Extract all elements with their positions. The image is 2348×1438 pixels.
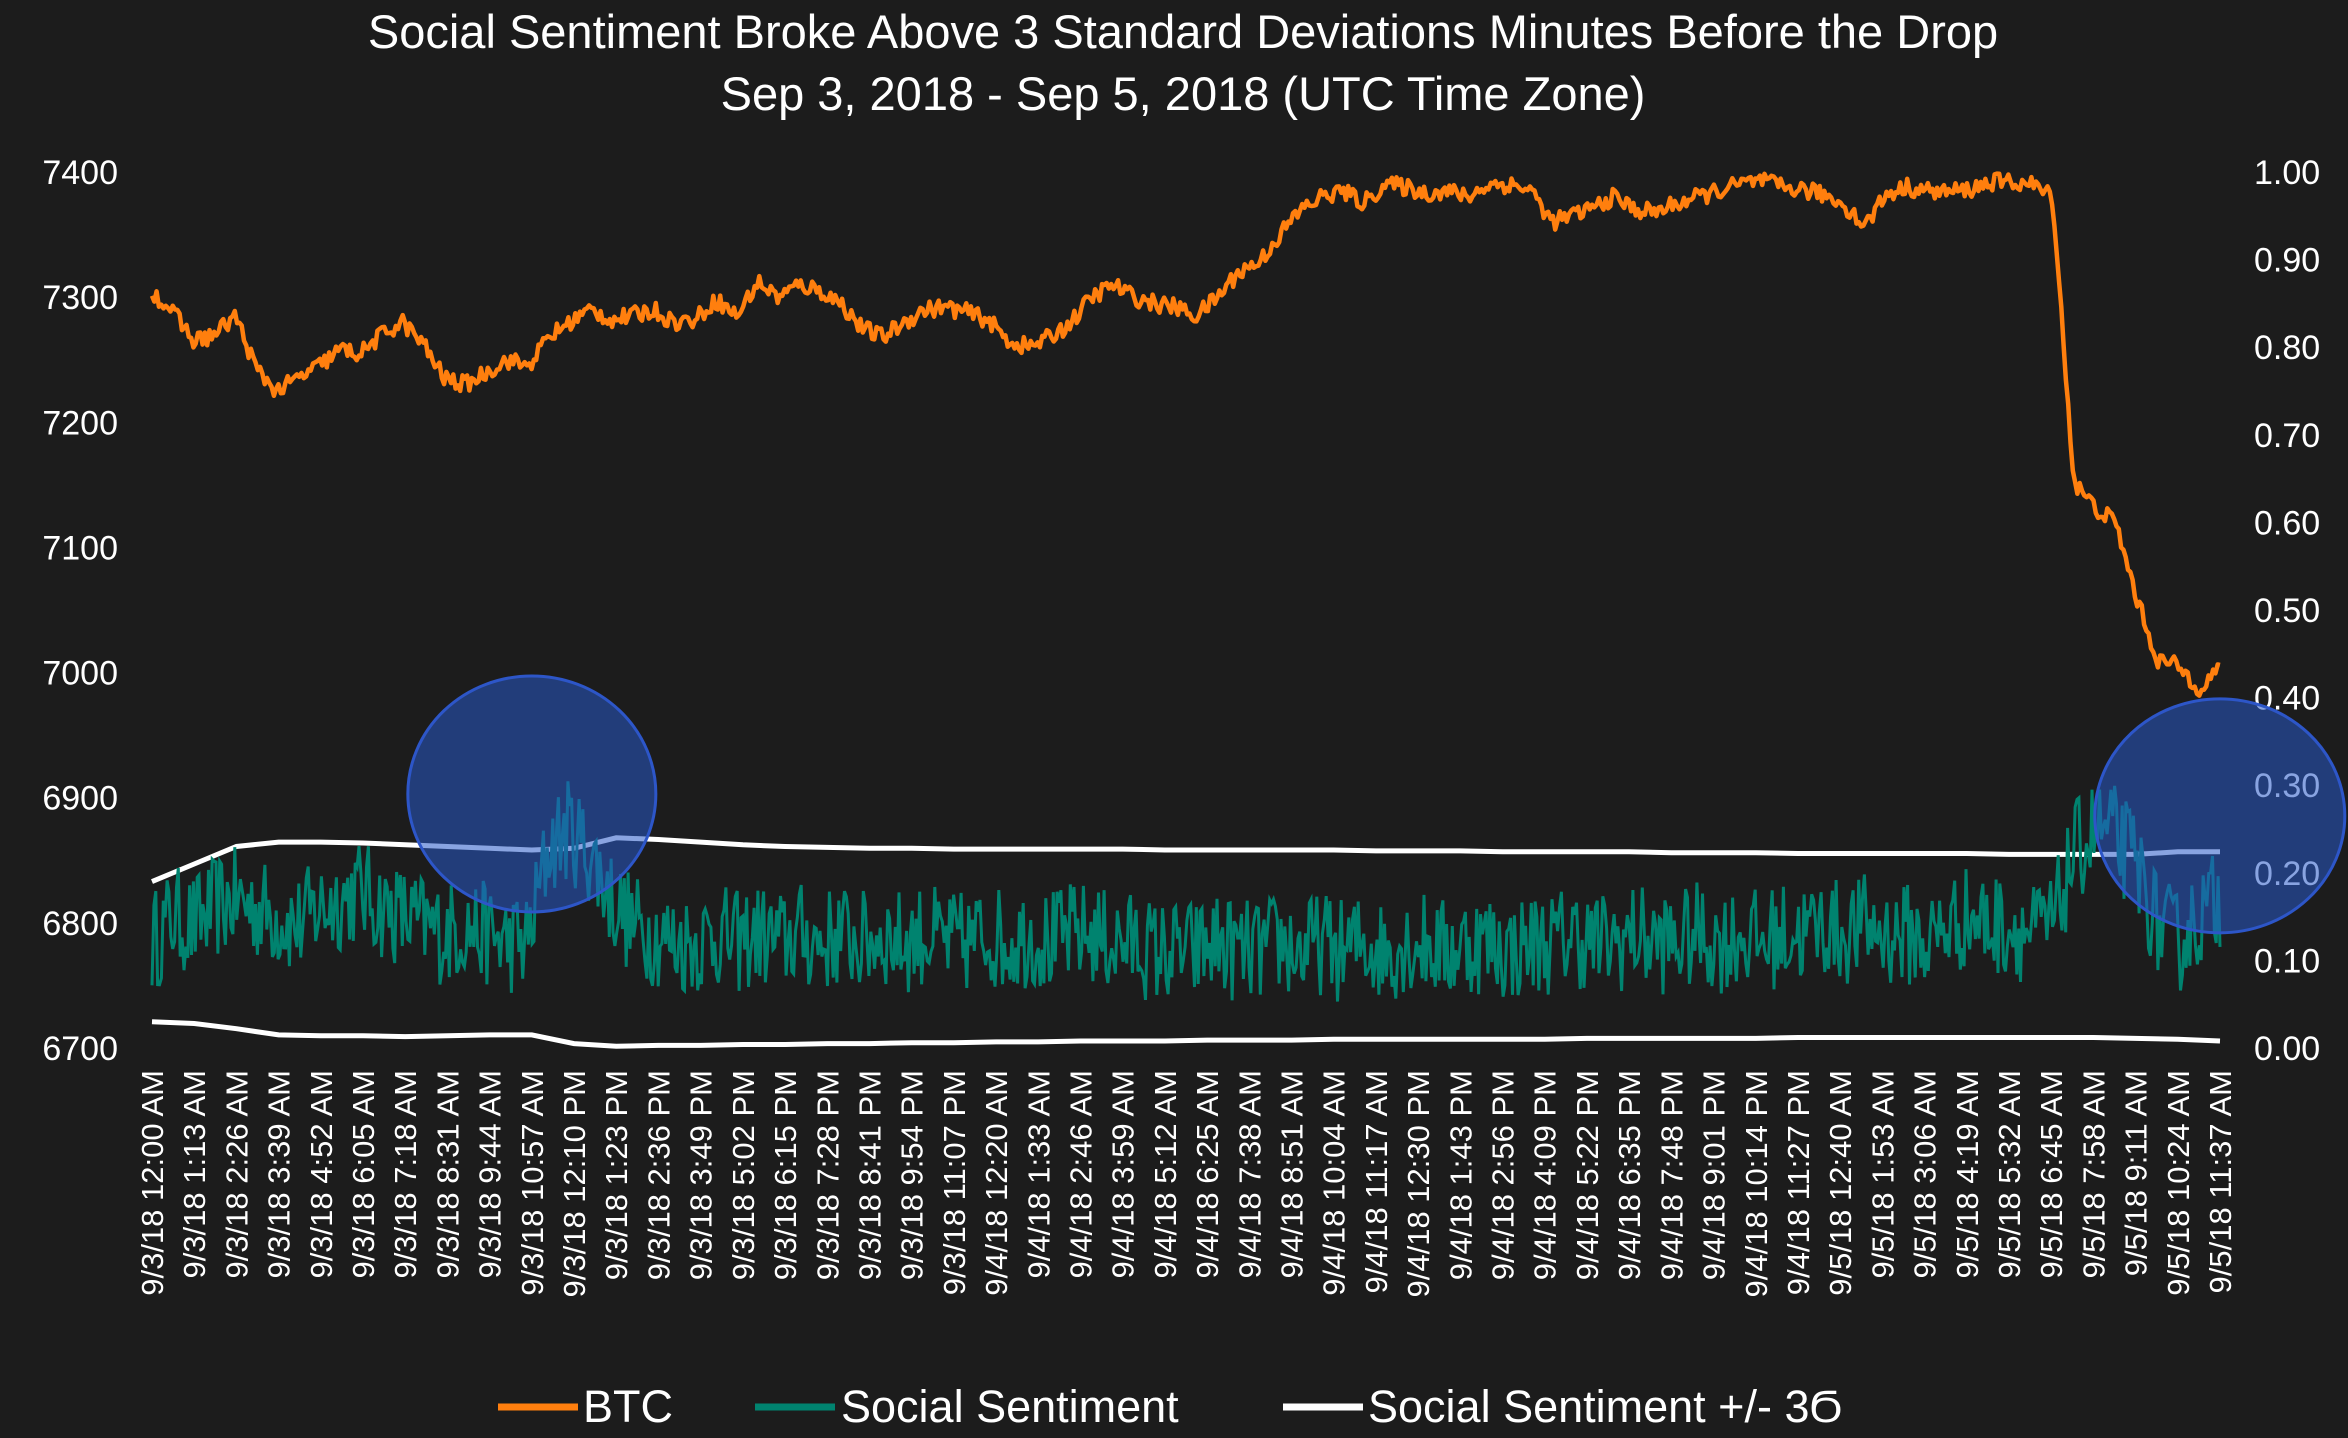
x-tick-label: 9/4/18 12:20 AM bbox=[979, 1070, 1014, 1296]
highlight-circles bbox=[406, 674, 2347, 935]
left-tick-label: 7200 bbox=[42, 404, 118, 442]
x-tick-label: 9/5/18 10:24 AM bbox=[2161, 1070, 2196, 1296]
x-tick-label: 9/3/18 1:23 PM bbox=[599, 1070, 634, 1280]
x-tick-label: 9/3/18 11:07 PM bbox=[937, 1070, 972, 1295]
x-tick-label: 9/3/18 12:10 PM bbox=[557, 1070, 592, 1298]
sigma-band-lower bbox=[151, 1019, 2221, 1049]
x-tick-label: 9/3/18 12:00 AM bbox=[135, 1070, 170, 1296]
sentiment-series bbox=[150, 781, 2222, 1002]
left-tick-label: 6900 bbox=[42, 780, 118, 818]
right-tick-label: 0.70 bbox=[2254, 417, 2320, 455]
left-tick-label: 7000 bbox=[42, 655, 118, 693]
left-tick-label: 6800 bbox=[42, 905, 118, 943]
right-tick-label: 0.50 bbox=[2254, 592, 2320, 630]
x-tick-label: 9/3/18 6:05 AM bbox=[346, 1070, 381, 1279]
right-tick-label: 0.00 bbox=[2254, 1030, 2320, 1068]
legend: BTC Social Sentiment Social Sentiment +/… bbox=[498, 1381, 1843, 1432]
x-tick-label: 9/4/18 9:01 PM bbox=[1697, 1070, 1732, 1280]
right-tick-label: 0.60 bbox=[2254, 504, 2320, 542]
legend-label-btc: BTC bbox=[583, 1381, 673, 1432]
right-tick-label: 0.10 bbox=[2254, 942, 2320, 980]
x-tick-label: 9/3/18 8:31 AM bbox=[430, 1070, 465, 1279]
x-tick-label: 9/4/18 6:25 AM bbox=[1190, 1070, 1225, 1279]
x-tick-label: 9/4/18 11:17 AM bbox=[1359, 1070, 1394, 1293]
x-tick-label: 9/4/18 7:48 PM bbox=[1654, 1070, 1689, 1280]
x-tick-label: 9/5/18 7:58 AM bbox=[2076, 1070, 2111, 1279]
chart-title: Social Sentiment Broke Above 3 Standard … bbox=[368, 5, 1998, 58]
x-tick-label: 9/3/18 10:57 AM bbox=[515, 1070, 550, 1296]
left-tick-label: 7300 bbox=[42, 279, 118, 317]
highlight-circle bbox=[2093, 697, 2347, 935]
btc-line bbox=[149, 171, 2221, 698]
x-tick-label: 9/5/18 4:19 AM bbox=[1950, 1070, 1985, 1279]
x-tick-label: 9/4/18 7:38 AM bbox=[1232, 1070, 1267, 1279]
x-tick-label: 9/4/18 6:35 PM bbox=[1612, 1070, 1647, 1280]
x-tick-label: 9/5/18 11:37 AM bbox=[2203, 1070, 2238, 1293]
left-tick-label: 7400 bbox=[42, 154, 118, 192]
left-tick-label: 6700 bbox=[42, 1030, 118, 1068]
x-tick-label: 9/4/18 5:12 AM bbox=[1148, 1070, 1183, 1279]
x-tick-label: 9/4/18 10:14 PM bbox=[1739, 1070, 1774, 1298]
x-tick-label: 9/4/18 3:59 AM bbox=[1106, 1070, 1141, 1279]
x-tick-label: 9/5/18 1:53 AM bbox=[1865, 1070, 1900, 1279]
x-tick-label: 9/5/18 9:11 AM bbox=[2119, 1070, 2154, 1276]
x-tick-label: 9/4/18 11:27 PM bbox=[1781, 1070, 1816, 1295]
x-tick-label: 9/4/18 10:04 AM bbox=[1317, 1070, 1352, 1296]
legend-label-social-sentiment: Social Sentiment bbox=[841, 1381, 1179, 1432]
x-tick-label: 9/3/18 4:52 AM bbox=[304, 1070, 339, 1279]
left-tick-label: 7100 bbox=[42, 529, 118, 567]
x-tick-label: 9/4/18 1:33 AM bbox=[1021, 1070, 1056, 1279]
left-y-axis: 7400 7300 7200 7100 7000 6900 6800 6700 bbox=[42, 154, 118, 1068]
x-tick-label: 9/5/18 6:45 AM bbox=[2034, 1070, 2069, 1279]
x-tick-label: 9/3/18 9:44 AM bbox=[473, 1070, 508, 1279]
x-tick-label: 9/4/18 5:22 PM bbox=[1570, 1070, 1605, 1280]
x-tick-label: 9/5/18 5:32 AM bbox=[1992, 1070, 2027, 1279]
x-tick-label: 9/4/18 8:51 AM bbox=[1275, 1070, 1310, 1279]
x-tick-label: 9/3/18 7:18 AM bbox=[388, 1070, 423, 1279]
x-axis: 9/3/18 12:00 AM 9/3/18 1:13 AM 9/3/18 2:26… bbox=[135, 1070, 2238, 1298]
x-tick-label: 9/3/18 3:49 PM bbox=[684, 1070, 719, 1280]
x-tick-label: 9/3/18 7:28 PM bbox=[810, 1070, 845, 1280]
x-tick-label: 9/3/18 2:26 AM bbox=[219, 1070, 254, 1279]
x-tick-label: 9/3/18 9:54 PM bbox=[895, 1070, 930, 1280]
btc-series bbox=[149, 171, 2221, 698]
x-tick-label: 9/3/18 1:13 AM bbox=[177, 1070, 212, 1279]
right-tick-label: 1.00 bbox=[2254, 154, 2320, 192]
x-tick-label: 9/4/18 4:09 PM bbox=[1528, 1070, 1563, 1280]
x-tick-label: 9/3/18 6:15 PM bbox=[768, 1070, 803, 1280]
x-tick-label: 9/3/18 5:02 PM bbox=[726, 1070, 761, 1280]
sentiment-line bbox=[150, 781, 2222, 1002]
right-tick-label: 0.80 bbox=[2254, 329, 2320, 367]
x-tick-label: 9/5/18 12:40 AM bbox=[1823, 1070, 1858, 1296]
x-tick-label: 9/4/18 2:56 PM bbox=[1486, 1070, 1521, 1280]
x-tick-label: 9/3/18 2:36 PM bbox=[641, 1070, 676, 1280]
x-tick-label: 9/5/18 3:06 AM bbox=[1908, 1070, 1943, 1279]
x-tick-label: 9/4/18 1:43 PM bbox=[1443, 1070, 1478, 1280]
legend-label-sigma-band: Social Sentiment +/- 3Ϭ bbox=[1368, 1381, 1843, 1432]
x-tick-label: 9/4/18 2:46 AM bbox=[1063, 1070, 1098, 1279]
x-tick-label: 9/4/18 12:30 PM bbox=[1401, 1070, 1436, 1298]
chart-subtitle: Sep 3, 2018 - Sep 5, 2018 (UTC Time Zone… bbox=[721, 67, 1646, 120]
x-tick-label: 9/3/18 3:39 AM bbox=[262, 1070, 297, 1279]
x-tick-label: 9/3/18 8:41 PM bbox=[852, 1070, 887, 1280]
right-tick-label: 0.90 bbox=[2254, 242, 2320, 280]
highlight-circle bbox=[406, 674, 658, 914]
